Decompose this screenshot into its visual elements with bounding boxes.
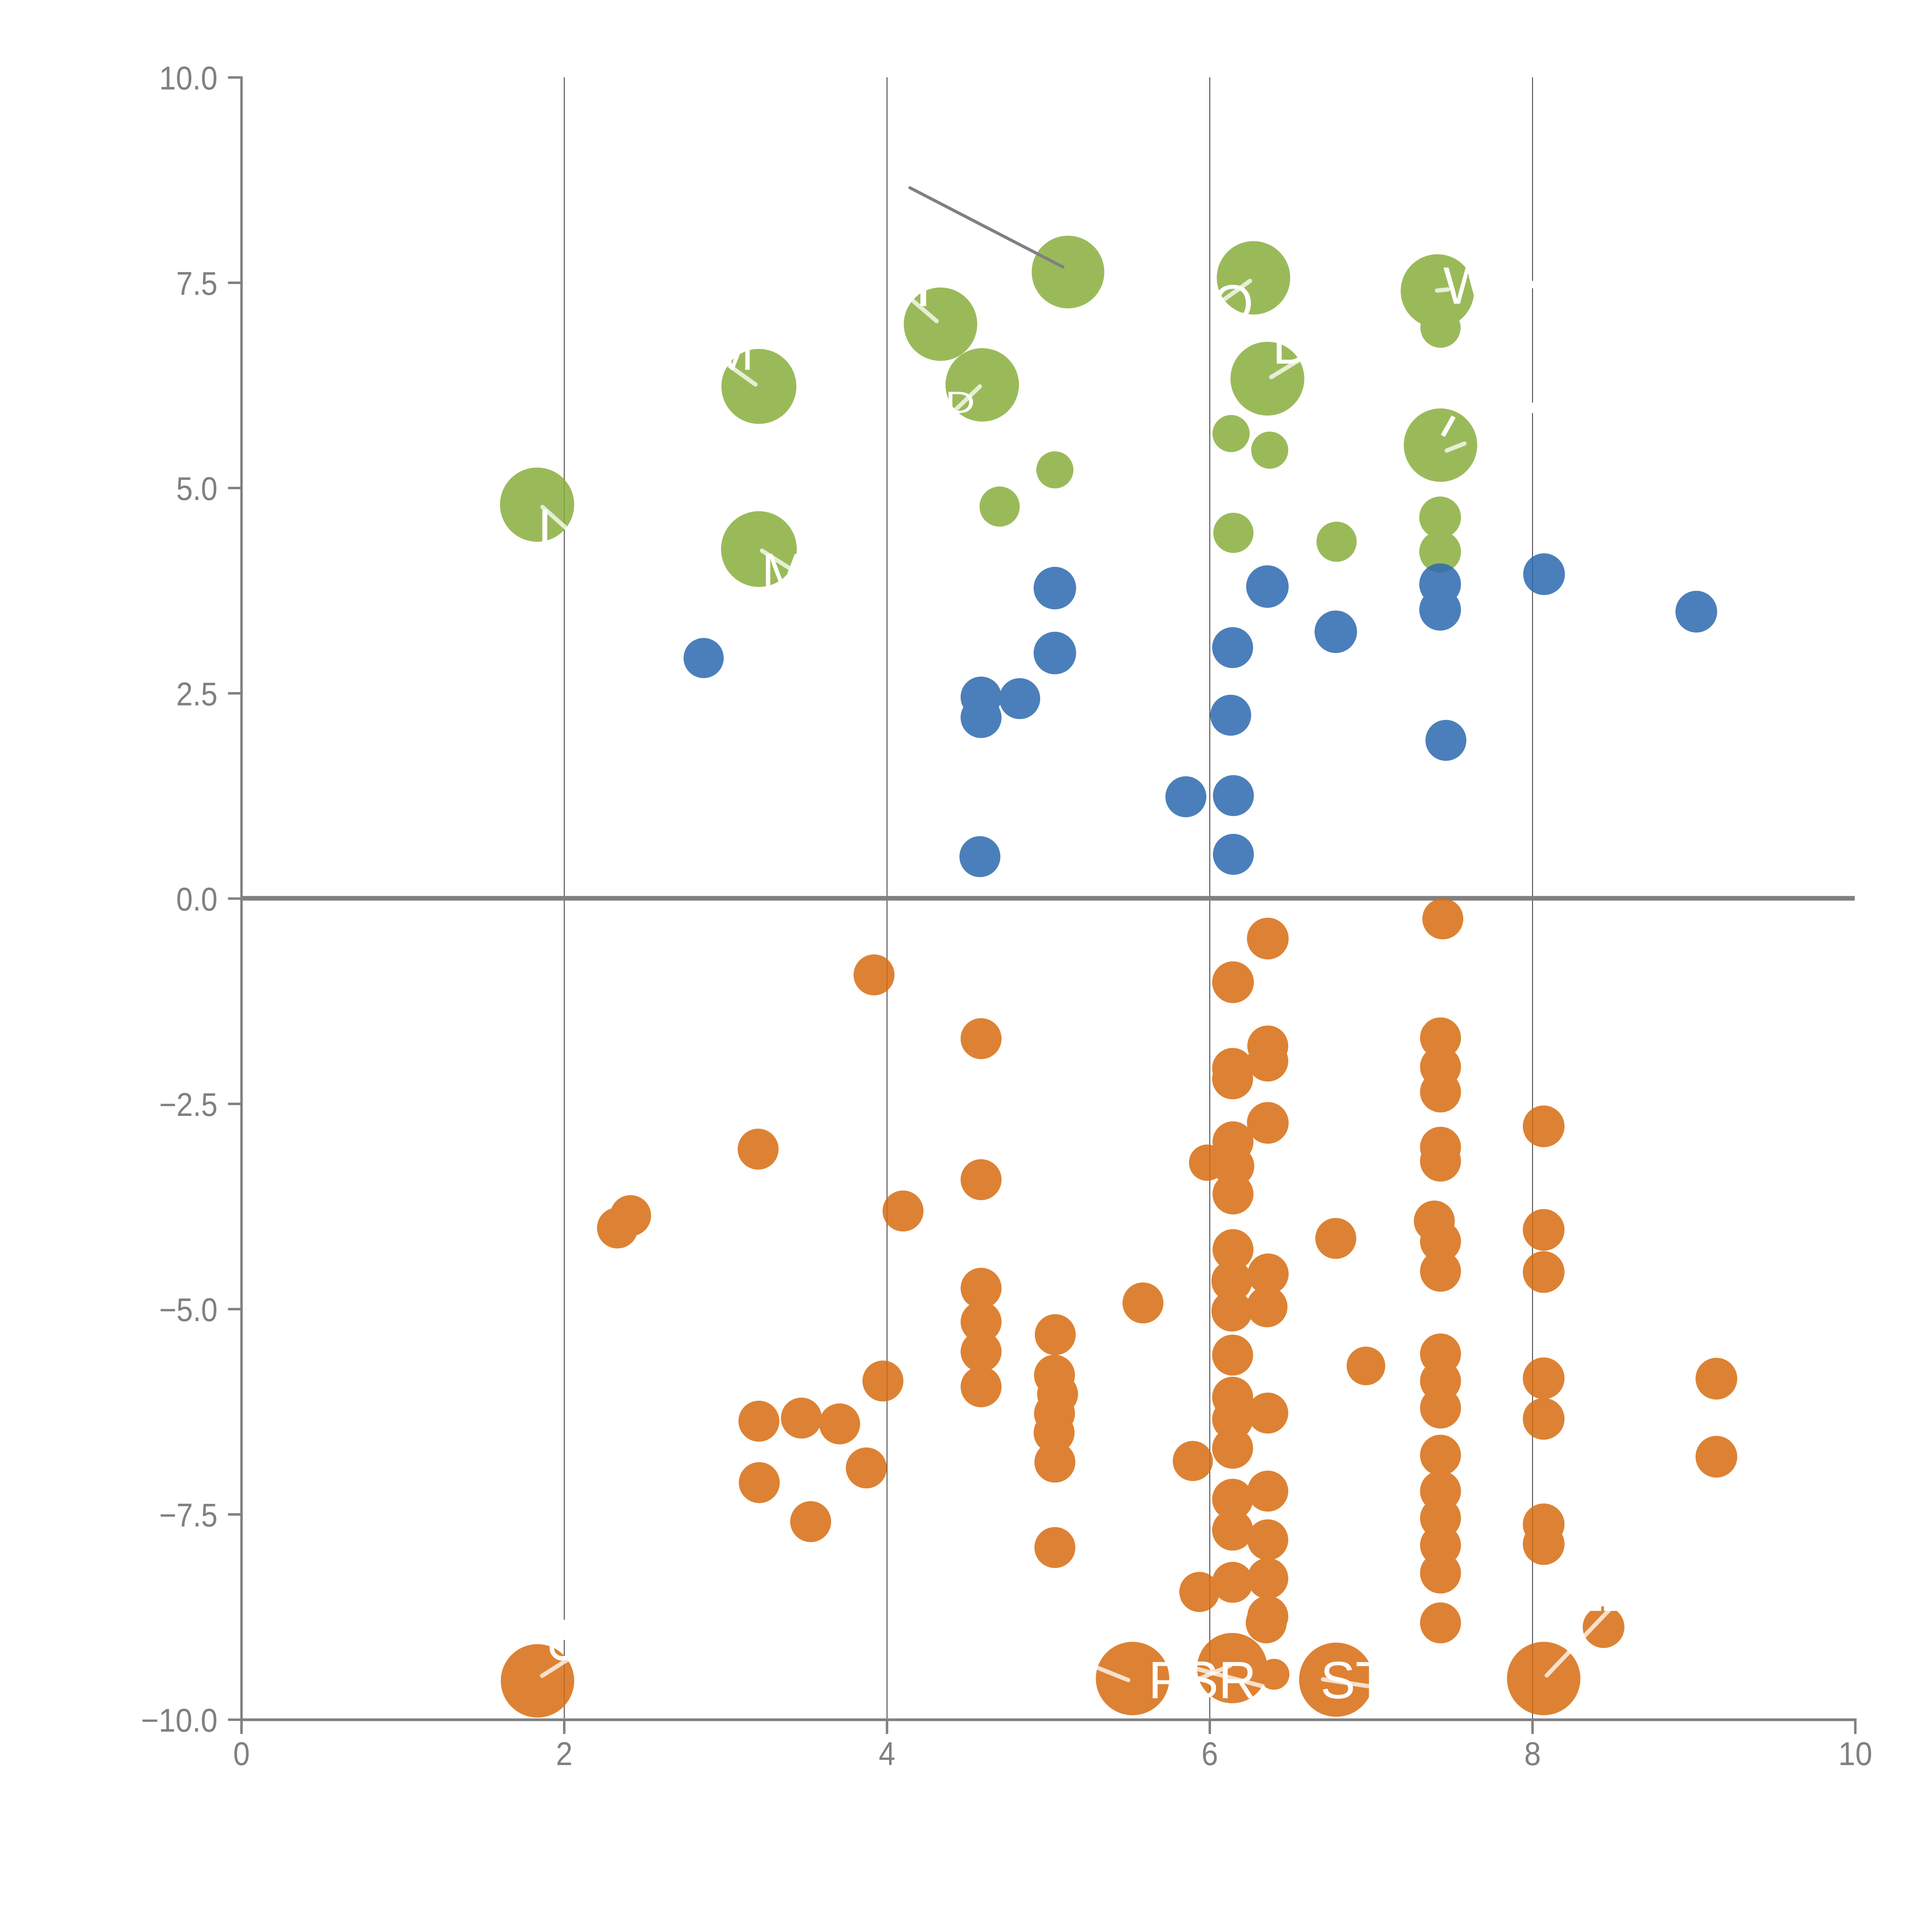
svg-text:8: 8 — [1524, 1736, 1541, 1772]
svg-text:−10.0: −10.0 — [141, 1702, 218, 1739]
svg-text:10: 10 — [1838, 1736, 1872, 1772]
svg-text:2: 2 — [556, 1736, 573, 1772]
svg-text:D: D — [945, 385, 975, 420]
svg-text:6: 6 — [1201, 1736, 1218, 1772]
svg-text:M: M — [762, 543, 805, 601]
svg-text:−5.0: −5.0 — [159, 1292, 218, 1328]
svg-text:4: 4 — [879, 1736, 895, 1772]
svg-text:−7.5: −7.5 — [159, 1497, 218, 1534]
svg-text:M: M — [710, 322, 754, 381]
svg-text:0: 0 — [233, 1736, 250, 1772]
svg-text:5.0: 5.0 — [176, 471, 218, 507]
svg-text:PSR: PSR — [1148, 1651, 1257, 1709]
svg-text:−2.5: −2.5 — [159, 1087, 218, 1123]
svg-text:2.5: 2.5 — [176, 676, 218, 713]
svg-text:7.5: 7.5 — [176, 265, 218, 302]
svg-text:ST: ST — [1320, 1651, 1388, 1709]
svg-text:D: D — [1272, 316, 1310, 375]
svg-text:O: O — [1213, 274, 1253, 333]
svg-text:10.0: 10.0 — [159, 60, 218, 97]
svg-text:I: I — [537, 498, 552, 557]
svg-text:0.0: 0.0 — [176, 881, 218, 918]
svg-text:W: W — [1443, 256, 1493, 315]
